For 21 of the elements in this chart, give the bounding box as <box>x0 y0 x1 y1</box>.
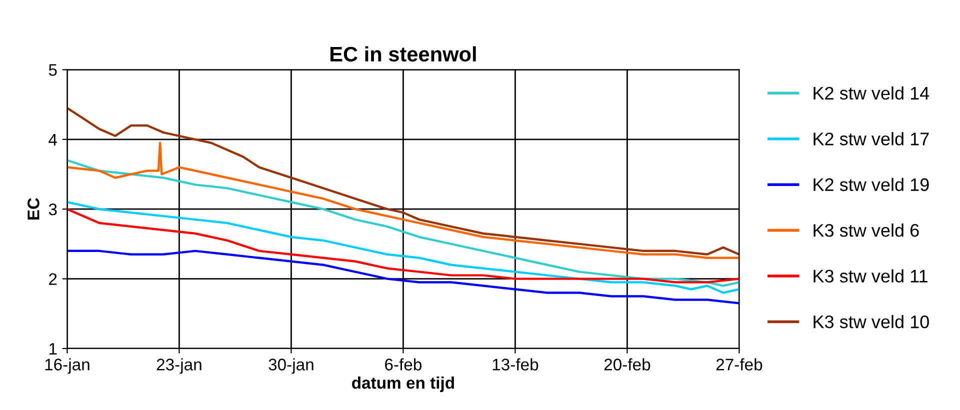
x-tick-label: 20-feb <box>604 358 650 370</box>
x-tick-label: 27-feb <box>716 358 762 370</box>
legend-label: K2 stw veld 14 <box>814 86 930 100</box>
y-tick-label: 3 <box>48 204 57 216</box>
x-tick-label: 30-jan <box>268 358 314 374</box>
y-tick-label: 2 <box>49 273 57 285</box>
x-tick-label: 13-feb <box>492 358 538 370</box>
legend-label: K3 stw veld 6 <box>814 224 919 237</box>
legend-label: K2 stw veld 19 <box>814 178 929 192</box>
x-tick-label: 6-feb <box>385 358 422 370</box>
x-tick-label: 16-jan <box>45 358 90 374</box>
legend-label: K2 stw veld 17 <box>814 132 929 146</box>
y-tick-label: 4 <box>48 134 57 146</box>
y-tick-label: 1 <box>49 343 57 355</box>
x-axis-title: datum en tijd <box>352 376 454 392</box>
legend-label: K3 stw veld 11 <box>814 269 928 283</box>
chart-title: EC in steenwol <box>330 46 476 62</box>
legend-label: K3 stw veld 10 <box>814 314 929 328</box>
y-axis-title: EC <box>28 198 40 220</box>
y-tick-label: 5 <box>48 64 57 76</box>
x-tick-label: 23-jan <box>156 358 202 374</box>
